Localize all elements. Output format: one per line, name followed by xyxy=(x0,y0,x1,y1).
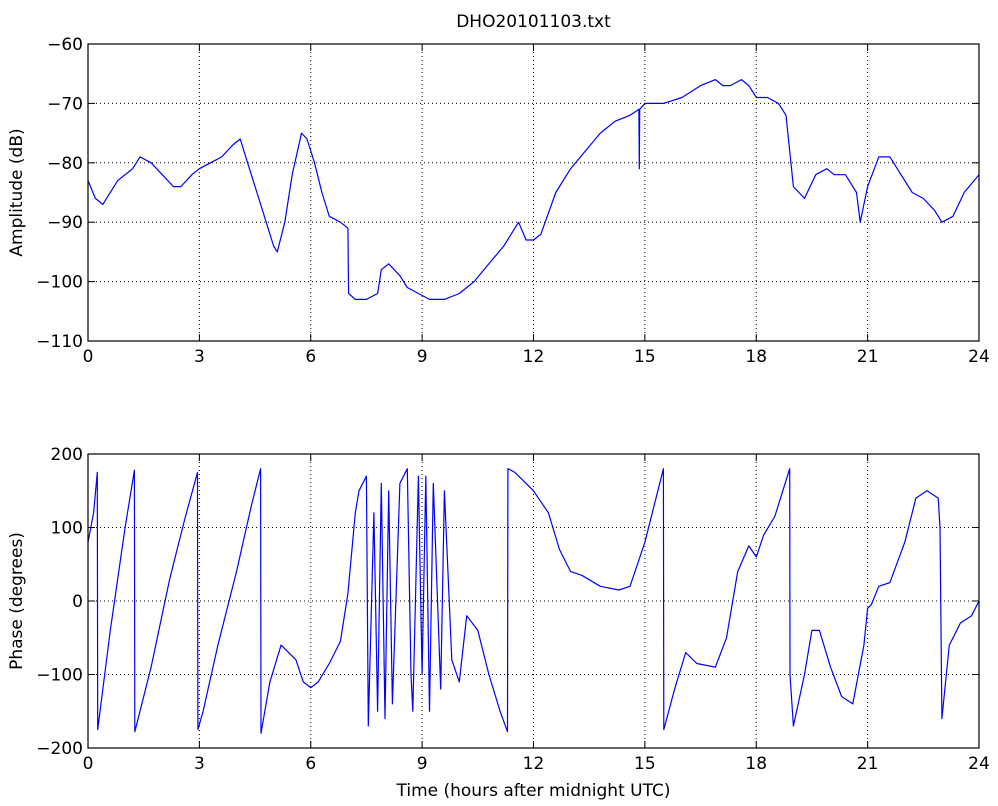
phase-y-tick-label: 0 xyxy=(72,592,83,612)
phase-x-tick-label: 9 xyxy=(417,754,428,774)
amplitude-y-tick-label: −90 xyxy=(47,213,83,233)
phase-panel: 0 3 6 9 12 15 18 21 24 −200 −100 0 100 200 Time (hours… xyxy=(7,445,990,801)
amplitude-x-tick-label: 15 xyxy=(634,347,656,367)
amplitude-chart-title: DHO20101103.txt xyxy=(456,12,611,32)
phase-x-tick-label: 18 xyxy=(745,754,767,774)
amplitude-y-tick-label: −70 xyxy=(47,94,83,114)
amplitude-y-tick-label: −60 xyxy=(47,35,83,55)
amplitude-panel: 0 3 6 9 12 15 18 21 24 −110 −100 −90 −80 −70 −60 DHO201… xyxy=(7,12,990,367)
amplitude-x-tick-label: 6 xyxy=(305,347,316,367)
amplitude-x-tick-label: 9 xyxy=(417,347,428,367)
phase-x-tick-label: 15 xyxy=(634,754,656,774)
phase-y-tick-label: −100 xyxy=(36,666,83,686)
amplitude-x-tick-label: 0 xyxy=(83,347,94,367)
amplitude-x-tick-label: 12 xyxy=(523,347,545,367)
phase-y-tick-label: 100 xyxy=(51,519,83,539)
phase-x-tick-label: 24 xyxy=(968,754,990,774)
amplitude-x-tick-label: 21 xyxy=(857,347,879,367)
amplitude-y-tick-label: −110 xyxy=(36,332,83,352)
amplitude-y-tick-label: −100 xyxy=(36,273,83,293)
phase-x-tick-label: 0 xyxy=(83,754,94,774)
amplitude-x-tick-label: 3 xyxy=(194,347,205,367)
phase-series-line xyxy=(87,468,980,734)
phase-x-tick-label: 3 xyxy=(194,754,205,774)
amplitude-y-axis-label: Amplitude (dB) xyxy=(7,128,27,256)
phase-x-tick-label: 6 xyxy=(305,754,316,774)
phase-y-tick-label: 200 xyxy=(51,445,83,465)
amplitude-series-line xyxy=(87,78,980,300)
phase-x-axis-label: Time (hours after midnight UTC) xyxy=(395,781,670,801)
phase-y-axis-label: Phase (degrees) xyxy=(7,532,27,670)
amplitude-y-tick-label: −80 xyxy=(47,154,83,174)
phase-y-tick-label: −200 xyxy=(36,739,83,759)
phase-x-tick-label: 21 xyxy=(857,754,879,774)
phase-x-tick-label: 12 xyxy=(523,754,545,774)
amplitude-x-tick-label: 24 xyxy=(968,347,990,367)
amplitude-x-tick-label: 18 xyxy=(745,347,767,367)
